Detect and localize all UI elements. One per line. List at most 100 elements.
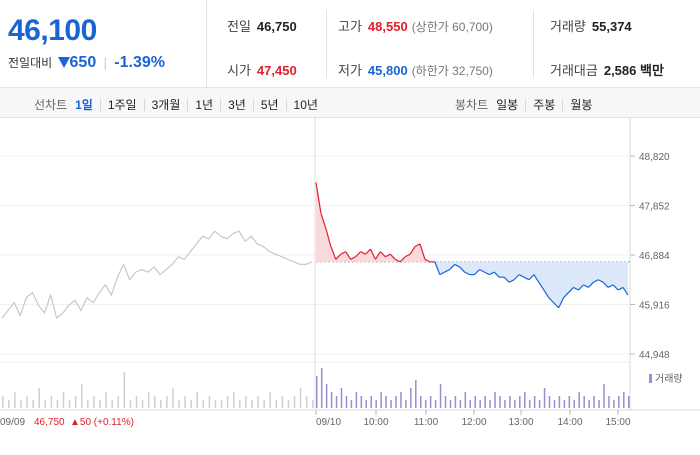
volume-bar-today bbox=[608, 396, 610, 408]
y-tick-label: 44,948 bbox=[639, 350, 670, 361]
volume-bar-today bbox=[519, 396, 521, 408]
volume-bar-today bbox=[543, 388, 546, 408]
volume-bar-today bbox=[360, 396, 363, 408]
volume-bar-today bbox=[494, 392, 496, 408]
y-tick-label: 48,820 bbox=[639, 152, 670, 163]
volume-bar-today bbox=[583, 396, 585, 408]
volume-bar-prev bbox=[117, 396, 119, 408]
volume-bar-today bbox=[623, 392, 625, 408]
stat-label: 저가 bbox=[338, 63, 362, 78]
range-tab-6[interactable]: 10년 bbox=[285, 99, 325, 111]
line-chart-label: 선차트 bbox=[34, 98, 68, 112]
today-line-segment bbox=[365, 248, 371, 255]
today-line-segment bbox=[454, 263, 460, 268]
today-line-segment bbox=[330, 246, 337, 260]
today-line-segment bbox=[528, 274, 535, 281]
range-tab-5[interactable]: 5년 bbox=[252, 99, 286, 111]
volume-bar-prev bbox=[245, 396, 247, 408]
today-line-segment bbox=[444, 268, 450, 273]
area-below-baseline bbox=[474, 261, 480, 275]
area-below-baseline bbox=[623, 261, 628, 296]
area-below-baseline bbox=[598, 261, 604, 283]
today-line-segment bbox=[578, 284, 584, 291]
range-tab-0[interactable]: 1일 bbox=[75, 98, 93, 112]
volume-bar-prev bbox=[68, 400, 71, 408]
volume-bar-today bbox=[405, 400, 407, 408]
area-below-baseline bbox=[538, 261, 544, 290]
today-line-segment bbox=[419, 243, 426, 260]
today-line-segment bbox=[548, 297, 555, 304]
volume-bar-prev bbox=[172, 388, 174, 408]
volume-legend-swatch bbox=[649, 374, 652, 383]
today-line-segment bbox=[484, 271, 490, 276]
volume-bar-prev bbox=[251, 400, 253, 408]
area-below-baseline bbox=[533, 261, 539, 283]
area-below-baseline bbox=[464, 261, 470, 275]
today-line-segment bbox=[394, 258, 401, 263]
volume-bar-prev bbox=[226, 396, 229, 408]
change-value: 650 bbox=[69, 54, 97, 71]
volume-bar-today bbox=[628, 396, 630, 408]
y-tick-label: 45,916 bbox=[639, 301, 670, 312]
candle-tab-2[interactable]: 월봉 bbox=[562, 99, 599, 111]
volume-bar-today bbox=[528, 400, 531, 408]
volume-bar-today bbox=[370, 396, 372, 408]
volume-bar-today bbox=[568, 396, 571, 408]
volume-bar-prev bbox=[141, 400, 144, 408]
today-line-segment bbox=[424, 258, 431, 263]
today-line-segment bbox=[379, 251, 386, 258]
volume-bar-today bbox=[415, 380, 417, 408]
volume-bar-prev bbox=[232, 392, 235, 408]
today-line-segment bbox=[553, 302, 560, 309]
volume-bar-today bbox=[563, 400, 566, 408]
area-below-baseline bbox=[588, 261, 594, 288]
candle-chart-periods: 봉차트 일봉 주봉 월봉 bbox=[455, 96, 599, 113]
range-tab-3[interactable]: 1년 bbox=[187, 99, 220, 111]
today-line-segment bbox=[593, 279, 599, 283]
area-below-baseline bbox=[484, 261, 490, 275]
volume-bar-prev bbox=[190, 400, 192, 408]
volume-bar-today bbox=[424, 400, 427, 408]
candle-tab-1[interactable]: 주봉 bbox=[525, 99, 562, 111]
volume-bar-today bbox=[553, 400, 556, 408]
area-below-baseline bbox=[558, 261, 564, 308]
volume-bar-today bbox=[484, 396, 486, 408]
today-line-segment bbox=[360, 251, 366, 255]
volume-bar-prev bbox=[14, 392, 16, 408]
area-below-baseline bbox=[509, 261, 515, 283]
range-tab-4[interactable]: 3년 bbox=[220, 99, 253, 111]
stat-label: 고가 bbox=[338, 19, 362, 34]
chart-toolbar: 선차트 1일 1주일 3개월 1년 3년 5년 10년 봉차트 일봉 주봉 월봉 bbox=[0, 88, 700, 118]
today-line-segment bbox=[489, 271, 495, 276]
candle-tab-0[interactable]: 일봉 bbox=[496, 98, 519, 112]
volume-bar-today bbox=[558, 396, 561, 408]
volume-bar-today bbox=[434, 400, 437, 408]
today-line-segment bbox=[434, 261, 441, 275]
volume-bar-prev bbox=[184, 396, 186, 408]
volume-bar-today bbox=[533, 396, 536, 408]
range-tab-2[interactable]: 3개월 bbox=[143, 99, 188, 111]
today-line-segment bbox=[503, 276, 510, 283]
volume-bar-today bbox=[504, 400, 506, 408]
volume-bar-prev bbox=[166, 396, 168, 408]
range-tab-1[interactable]: 1주일 bbox=[99, 99, 144, 111]
volume-bar-prev bbox=[81, 384, 83, 408]
volume-bar-prev bbox=[8, 400, 10, 408]
volume-bar-today bbox=[410, 388, 412, 408]
area-below-baseline bbox=[524, 261, 529, 280]
volume-bar-prev bbox=[269, 392, 271, 408]
volume-bar-today bbox=[444, 396, 447, 408]
area-below-baseline bbox=[603, 261, 609, 288]
area-below-baseline bbox=[583, 261, 589, 288]
area-below-baseline bbox=[573, 261, 579, 290]
price-chart-svg: 48,820 47,852 46,884 45,916 44,948 거래량 09/09 46… bbox=[0, 118, 700, 428]
today-line-segment bbox=[325, 228, 332, 247]
volume-bar-today bbox=[489, 400, 491, 408]
area-below-baseline bbox=[504, 261, 510, 283]
volume-bar-today bbox=[548, 396, 551, 408]
area-below-baseline bbox=[608, 261, 614, 288]
volume-bar-today bbox=[479, 400, 481, 408]
today-line-segment bbox=[389, 253, 396, 260]
area-below-baseline bbox=[593, 261, 599, 283]
area-below-baseline bbox=[543, 261, 549, 298]
